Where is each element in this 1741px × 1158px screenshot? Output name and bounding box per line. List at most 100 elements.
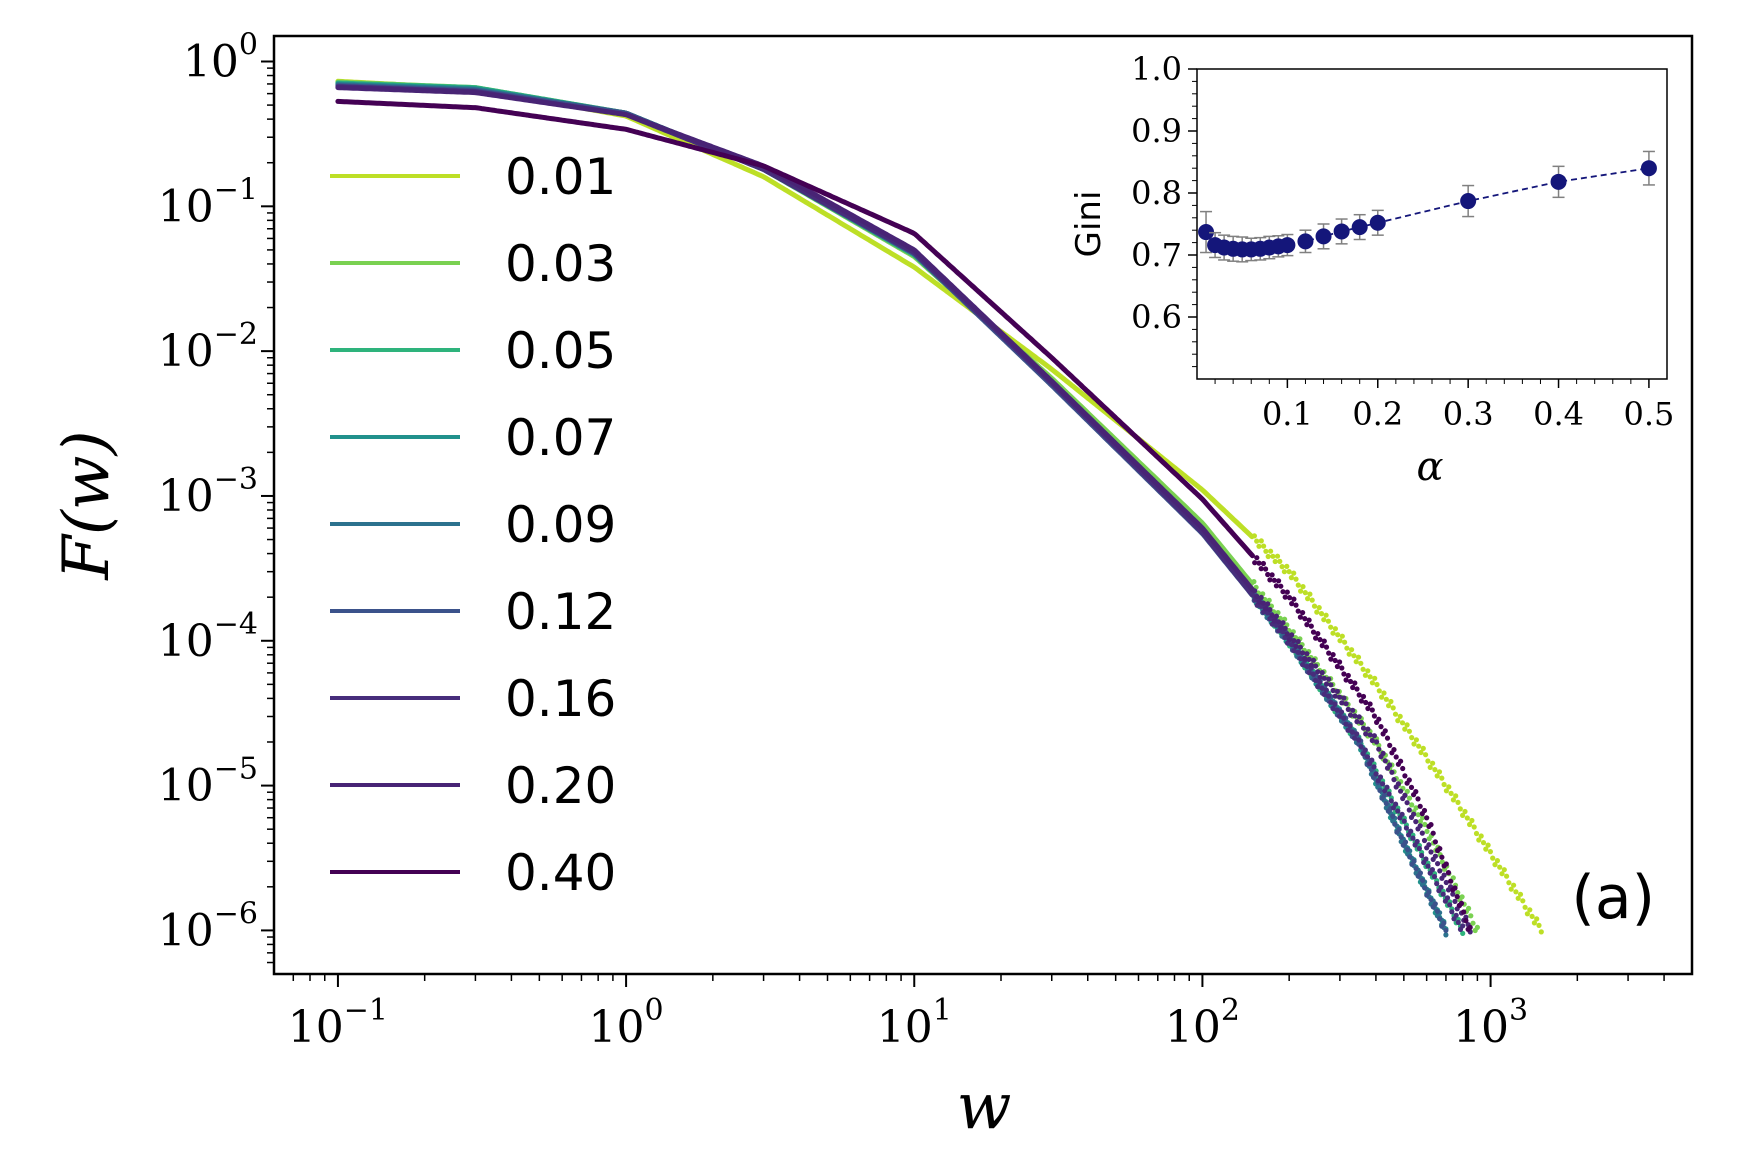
series-point [1273, 583, 1279, 589]
legend-label: 0.09 [505, 496, 616, 554]
series-point [1460, 812, 1466, 819]
series-point [1289, 632, 1295, 638]
series-point [1316, 605, 1322, 611]
series-point [1358, 744, 1364, 750]
series-point [1406, 728, 1412, 734]
series-point [1407, 854, 1413, 860]
series-point [1310, 629, 1317, 635]
series-point [1300, 584, 1306, 590]
series-point [1297, 614, 1303, 620]
series-point [1380, 781, 1386, 787]
series-point [1428, 896, 1434, 903]
series-point [1408, 784, 1415, 791]
series-point [1423, 752, 1429, 758]
series-point [1471, 824, 1477, 830]
series-point [1422, 821, 1428, 828]
series-point [1369, 680, 1375, 686]
series-point [1413, 819, 1419, 825]
main-plot: 10−1 100 101 102 103 100 10−1 10−2 10−3 10−4 10−5 1… [50, 28, 1694, 1144]
series-point [1289, 601, 1295, 607]
series-point [1310, 657, 1317, 663]
series-point [1360, 666, 1366, 672]
series-point [1354, 731, 1360, 737]
series-point [1444, 895, 1451, 901]
gini-point [1550, 165, 1567, 199]
series-point [1414, 838, 1420, 845]
x-tick-label: 100 [589, 993, 664, 1053]
series-point [1436, 769, 1443, 775]
series-point [1337, 659, 1343, 665]
series-point [1384, 735, 1391, 741]
series-point [1453, 912, 1459, 918]
series-point [1406, 807, 1412, 813]
series-point [1437, 846, 1443, 852]
inset-plot-background [1197, 69, 1667, 379]
series-0.40 [335, 98, 1473, 932]
series-point [1395, 718, 1401, 724]
series-point [1437, 916, 1443, 922]
inset-x-tick-label: 0.3 [1443, 395, 1494, 433]
series-point [1492, 862, 1498, 868]
series-point [1321, 691, 1327, 698]
inset-axis-ticks: 0.1 0.2 0.3 0.4 0.5 0.6 0.7 0.8 0.9 1.0 [1131, 50, 1674, 433]
series-point [1362, 747, 1368, 753]
series-point [1271, 618, 1277, 624]
series-point [1354, 719, 1360, 725]
series-point [1376, 716, 1382, 722]
series-point [1269, 572, 1275, 578]
series-point [1447, 902, 1453, 908]
series-point [1279, 564, 1285, 570]
series-point [1295, 638, 1301, 645]
series-point [1450, 797, 1456, 803]
legend-label: 0.01 [505, 148, 616, 206]
series-point [1291, 596, 1297, 602]
series-point [1411, 811, 1417, 817]
series-point [1466, 905, 1472, 912]
legend-label: 0.12 [505, 583, 616, 641]
series-point [1398, 834, 1404, 840]
series-point [1371, 764, 1377, 770]
series-point [1280, 589, 1286, 595]
series-point [1284, 563, 1290, 570]
series-point [1406, 777, 1412, 783]
y-tick-label: 10−2 [158, 317, 258, 377]
series-point [1494, 858, 1500, 864]
series-point [1432, 839, 1438, 845]
series-point [1263, 606, 1269, 612]
series-point [1284, 631, 1290, 637]
series-point [1314, 609, 1320, 615]
gini-marker [1550, 173, 1567, 190]
series-point [1356, 737, 1362, 743]
inset-y-tick-label: 0.9 [1131, 112, 1182, 150]
inset-series-group [1198, 150, 1657, 263]
series-point [1321, 675, 1327, 681]
series-point [1304, 622, 1310, 628]
series-point [1318, 611, 1325, 617]
series-point [1381, 690, 1387, 696]
series-point [1337, 638, 1343, 644]
main-legend: 0.01 0.03 0.05 0.07 0.09 0.12 0.16 0.20 0.40 [330, 148, 616, 902]
series-point [1390, 705, 1396, 711]
series-point [1364, 754, 1371, 760]
series-point [1438, 884, 1444, 890]
series-point [1383, 696, 1389, 702]
series-point [1300, 650, 1306, 656]
series-point [1328, 624, 1334, 630]
series-point [1424, 815, 1430, 821]
series-point [1295, 649, 1301, 656]
series-point [1306, 670, 1312, 676]
series-point [1402, 773, 1408, 779]
gini-marker [1279, 237, 1296, 254]
gini-point [1279, 233, 1296, 257]
series-point [1325, 618, 1331, 624]
series-point [1432, 853, 1438, 859]
series-point [1358, 660, 1364, 666]
legend-item: 0.03 [330, 235, 616, 293]
series-point [1289, 642, 1295, 648]
series-point [1397, 713, 1403, 720]
series-point [1278, 583, 1284, 589]
series-point [1272, 558, 1278, 565]
series-point [1321, 638, 1327, 644]
series-point [1330, 705, 1336, 712]
series-point [1393, 754, 1399, 760]
